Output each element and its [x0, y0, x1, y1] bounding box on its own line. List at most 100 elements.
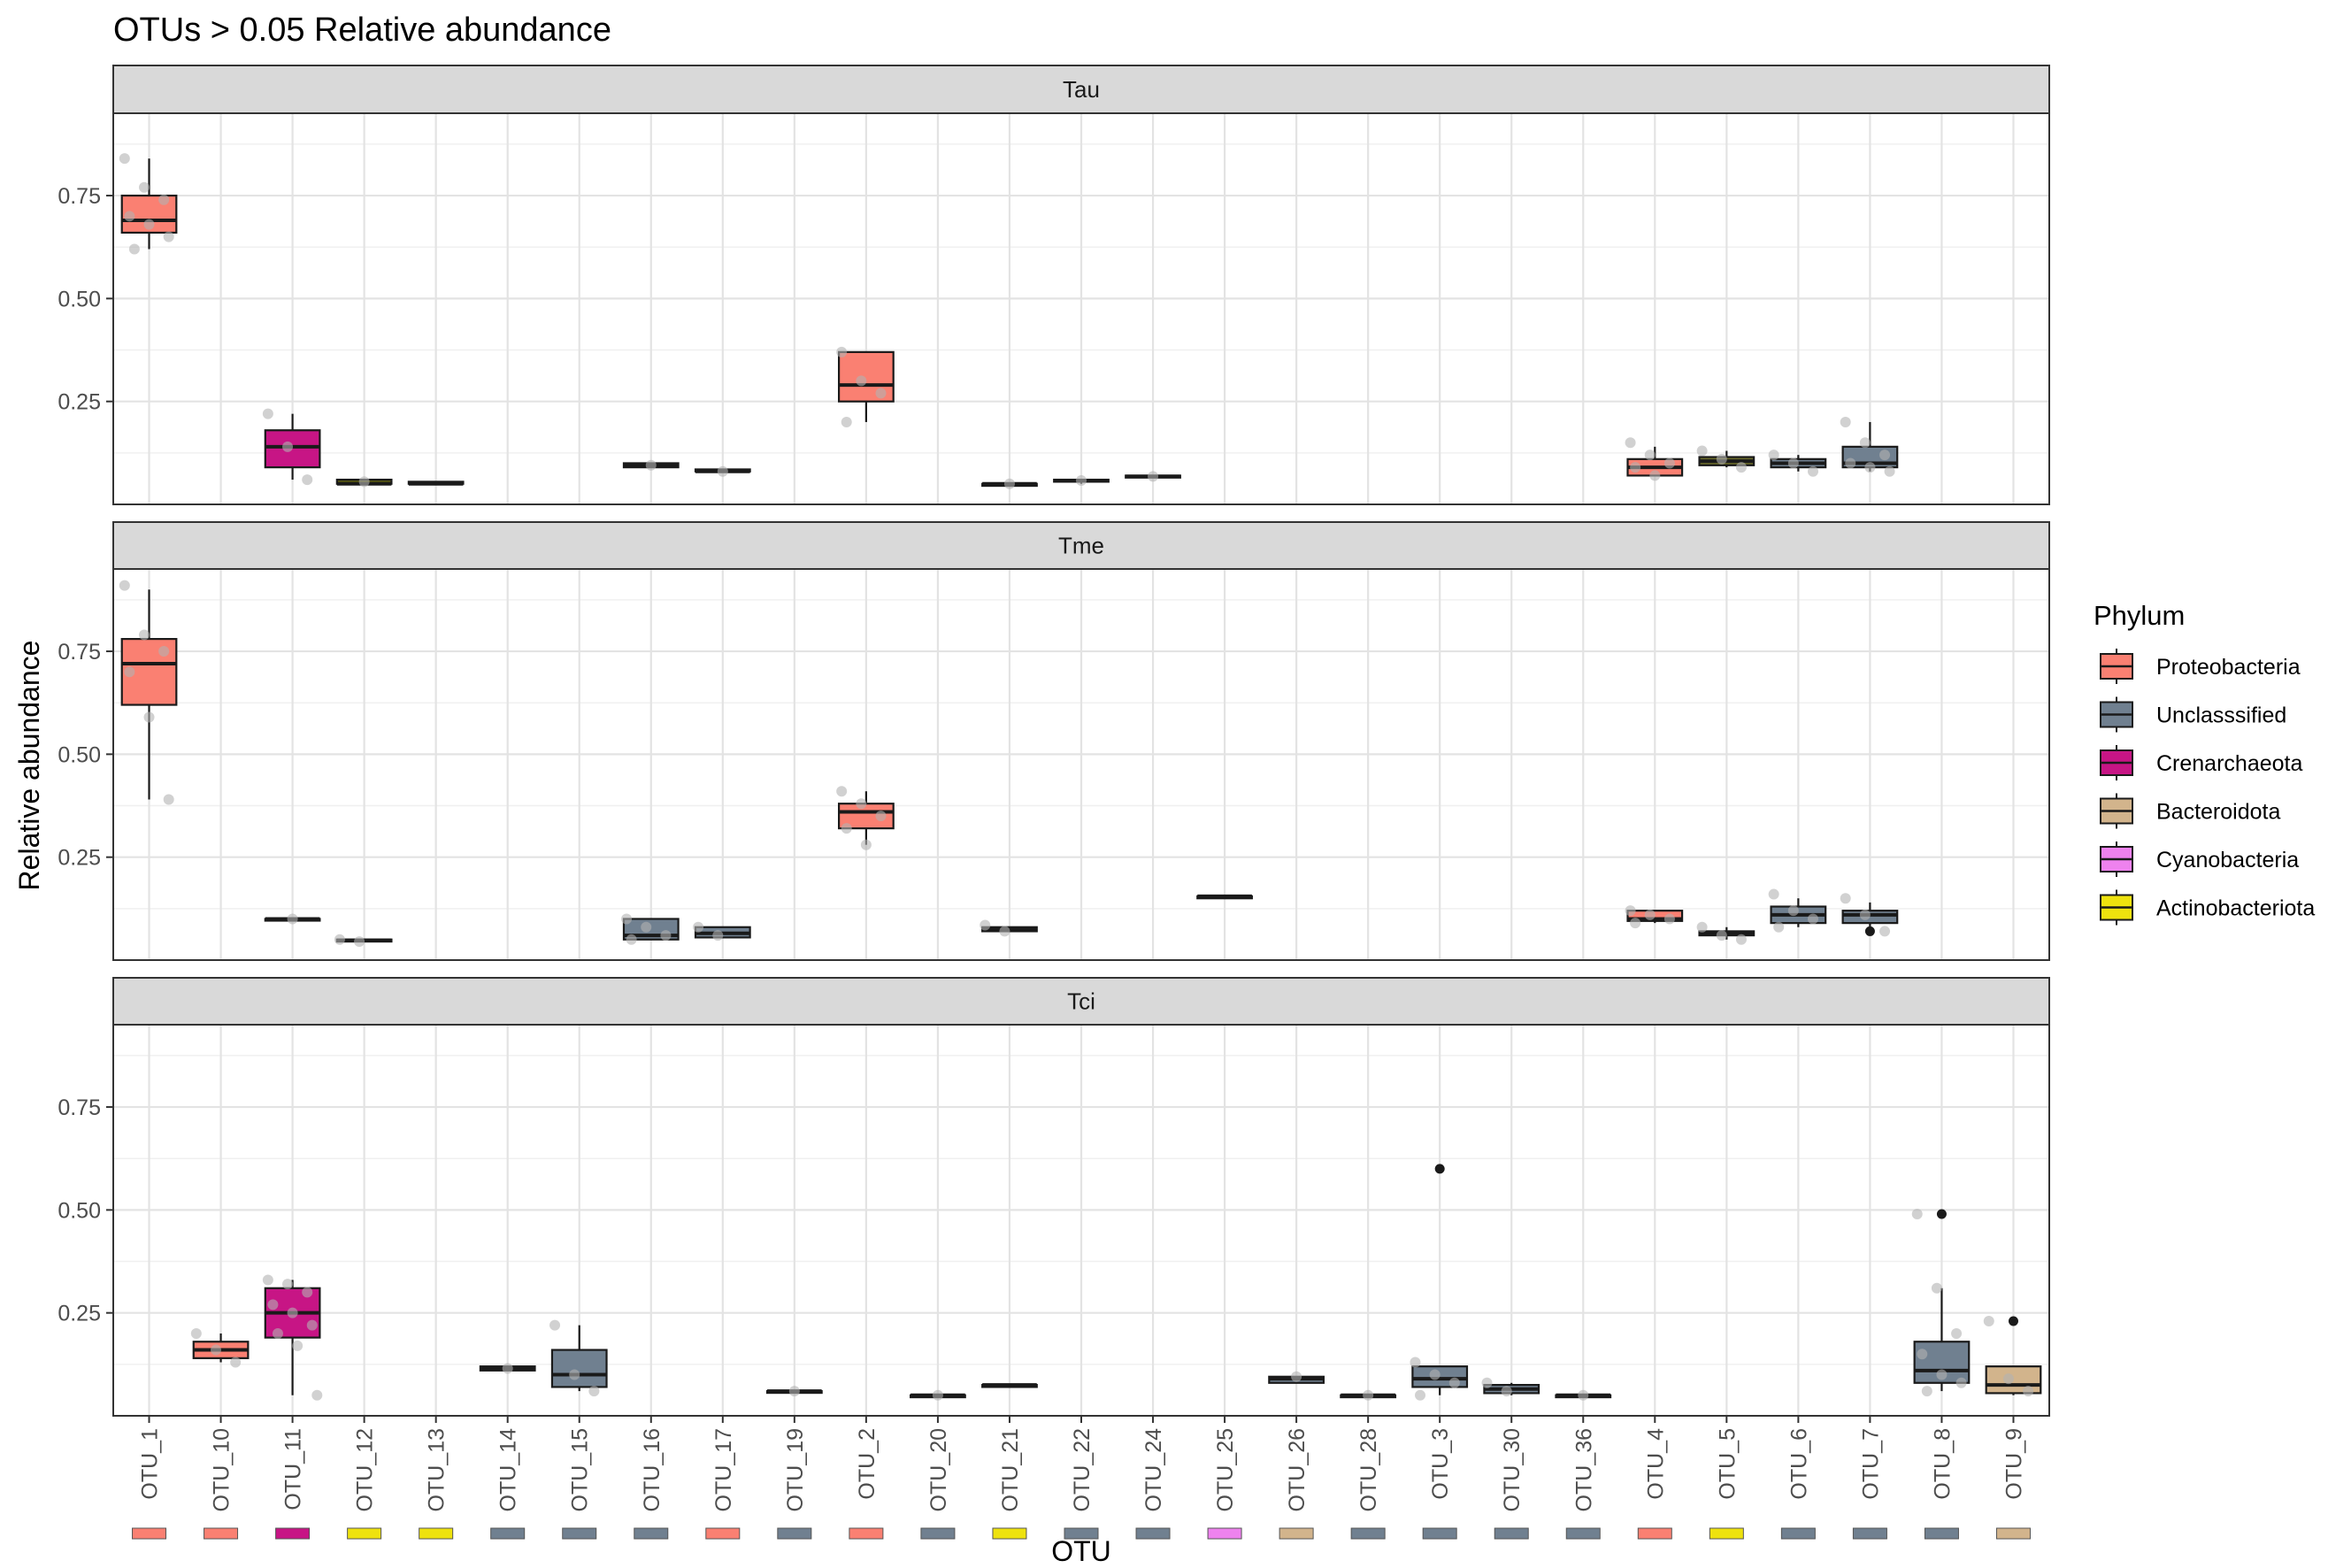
- x-tick-label: OTU_22: [1070, 1428, 1095, 1511]
- y-axis-label: Relative abundance: [13, 641, 45, 891]
- x-tick-label: OTU_3: [1428, 1428, 1453, 1500]
- jitter-point: [660, 930, 672, 942]
- x-tick-label: OTU_20: [926, 1428, 951, 1511]
- legend-item-label: Actinobacteriota: [2156, 896, 2315, 921]
- jitter-point: [1787, 457, 1799, 469]
- x-axis: OTU_1 OTU_10 OTU_11 OTU_12 OTU_13 OTU_14 OTU_1…: [132, 1416, 2031, 1540]
- jitter-point: [287, 1307, 298, 1318]
- phylum-color-swatch: [849, 1527, 884, 1540]
- jitter-point: [1807, 913, 1818, 925]
- jitter-point: [1291, 1371, 1302, 1382]
- x-tick-label: OTU_13: [425, 1428, 449, 1511]
- jitter-point: [163, 794, 174, 805]
- legend-item-label: Proteobacteria: [2156, 655, 2301, 680]
- legend: Phylum Proteobacteria Unclasssified Crenar…: [2094, 600, 2315, 926]
- jitter-point: [1663, 457, 1675, 469]
- jitter-point: [158, 646, 170, 657]
- x-tick-label: OTU_7: [1858, 1428, 1883, 1500]
- legend-title: Phylum: [2094, 600, 2185, 631]
- x-tick-label: OTU_36: [1571, 1428, 1596, 1511]
- phylum-color-swatch: [1207, 1527, 1242, 1540]
- y-tick-label: 0.75: [58, 184, 101, 209]
- y-tick-label: 0.50: [58, 1198, 101, 1223]
- jitter-point: [1076, 475, 1087, 487]
- jitter-point: [1696, 445, 1708, 457]
- facet-strip-label: Tau: [1063, 76, 1100, 103]
- box-body: [550, 1349, 608, 1388]
- box-body: [264, 429, 321, 469]
- x-tick-label: OTU_11: [281, 1428, 306, 1510]
- box-otu-19: [765, 1386, 823, 1397]
- phylum-color-swatch: [1995, 1527, 2031, 1540]
- phylum-color-swatch: [419, 1527, 454, 1540]
- phylum-color-swatch: [920, 1527, 956, 1540]
- box-otu-11: [262, 1274, 323, 1401]
- x-tick-label: OTU_1: [138, 1428, 163, 1500]
- phylum-color-swatch: [1064, 1527, 1099, 1540]
- jitter-point: [190, 1327, 202, 1339]
- jitter-point: [1879, 926, 1891, 937]
- jitter-point: [292, 1340, 303, 1351]
- phylum-color-swatch: [347, 1527, 382, 1540]
- phylum-color-swatch: [1924, 1527, 1959, 1540]
- jitter-point: [1578, 1389, 1589, 1401]
- box-otu-9: [1983, 1315, 2042, 1397]
- box-otu-24: [1125, 471, 1181, 482]
- box-otu-1: [119, 153, 178, 255]
- jitter-point: [1644, 450, 1656, 461]
- phylum-color-swatch: [1135, 1527, 1171, 1540]
- jitter-point: [1429, 1369, 1441, 1380]
- facet-strip-label: Tci: [1067, 988, 1095, 1015]
- legend-item: Proteobacteria: [2100, 649, 2301, 684]
- jitter-point: [645, 459, 657, 471]
- phylum-color-swatch: [1494, 1527, 1529, 1540]
- jitter-point: [282, 1279, 294, 1290]
- jitter-point: [1911, 1209, 1923, 1220]
- box-otu-7: [1840, 893, 1899, 937]
- jitter-point: [693, 921, 704, 933]
- box-otu-25: [1196, 894, 1253, 900]
- jitter-point: [841, 416, 852, 427]
- x-tick-label: OTU_21: [998, 1428, 1023, 1511]
- facet-strip-label: Tme: [1058, 533, 1104, 559]
- x-axis-label: OTU: [1051, 1535, 1111, 1567]
- x-tick-label: OTU_25: [1213, 1428, 1238, 1511]
- outlier-point: [1434, 1164, 1445, 1174]
- chart-title: OTUs > 0.05 Relative abundance: [113, 12, 611, 49]
- box-otu-16: [621, 913, 680, 945]
- jitter-point: [1807, 465, 1818, 477]
- phylum-color-swatch: [132, 1527, 167, 1540]
- phylum-color-swatch: [1565, 1527, 1601, 1540]
- box-otu-21: [980, 919, 1038, 937]
- jitter-point: [980, 919, 991, 931]
- x-tick-label: OTU_16: [640, 1428, 665, 1511]
- y-tick-label: 0.50: [58, 742, 101, 767]
- box-otu-5: [1696, 921, 1756, 945]
- facet-panel-tci: Tci 0.25 0.50 0.75: [58, 977, 2050, 1417]
- box-otu-21: [981, 1383, 1038, 1388]
- jitter-point: [836, 346, 848, 357]
- outlier-point: [1864, 926, 1875, 936]
- jitter-point: [124, 211, 135, 222]
- jitter-point: [1716, 930, 1727, 942]
- jitter-point: [875, 388, 887, 399]
- phylum-color-swatch: [1780, 1527, 1816, 1540]
- box-otu-22: [1053, 475, 1110, 487]
- x-tick-label: OTU_15: [568, 1428, 593, 1511]
- jitter-point: [282, 441, 294, 452]
- phylum-color-swatch: [705, 1527, 741, 1540]
- jitter-point: [932, 1389, 943, 1401]
- phylum-color-swatch: [1279, 1527, 1314, 1540]
- x-tick-label: OTU_28: [1356, 1428, 1381, 1511]
- legend-item: Cyanobacteria: [2100, 842, 2299, 877]
- outlier-point: [2008, 1316, 2018, 1326]
- legend-item: Crenarchaeota: [2100, 745, 2302, 780]
- facet-strip: [112, 65, 2050, 114]
- jitter-point: [1840, 893, 1851, 904]
- box-otu-7: [1840, 416, 1899, 477]
- box-otu-2: [836, 346, 895, 427]
- jitter-point: [1625, 905, 1636, 917]
- y-tick-label: 0.25: [58, 1302, 101, 1326]
- jitter-point: [1931, 1282, 1942, 1294]
- jitter-point: [1983, 1315, 1994, 1326]
